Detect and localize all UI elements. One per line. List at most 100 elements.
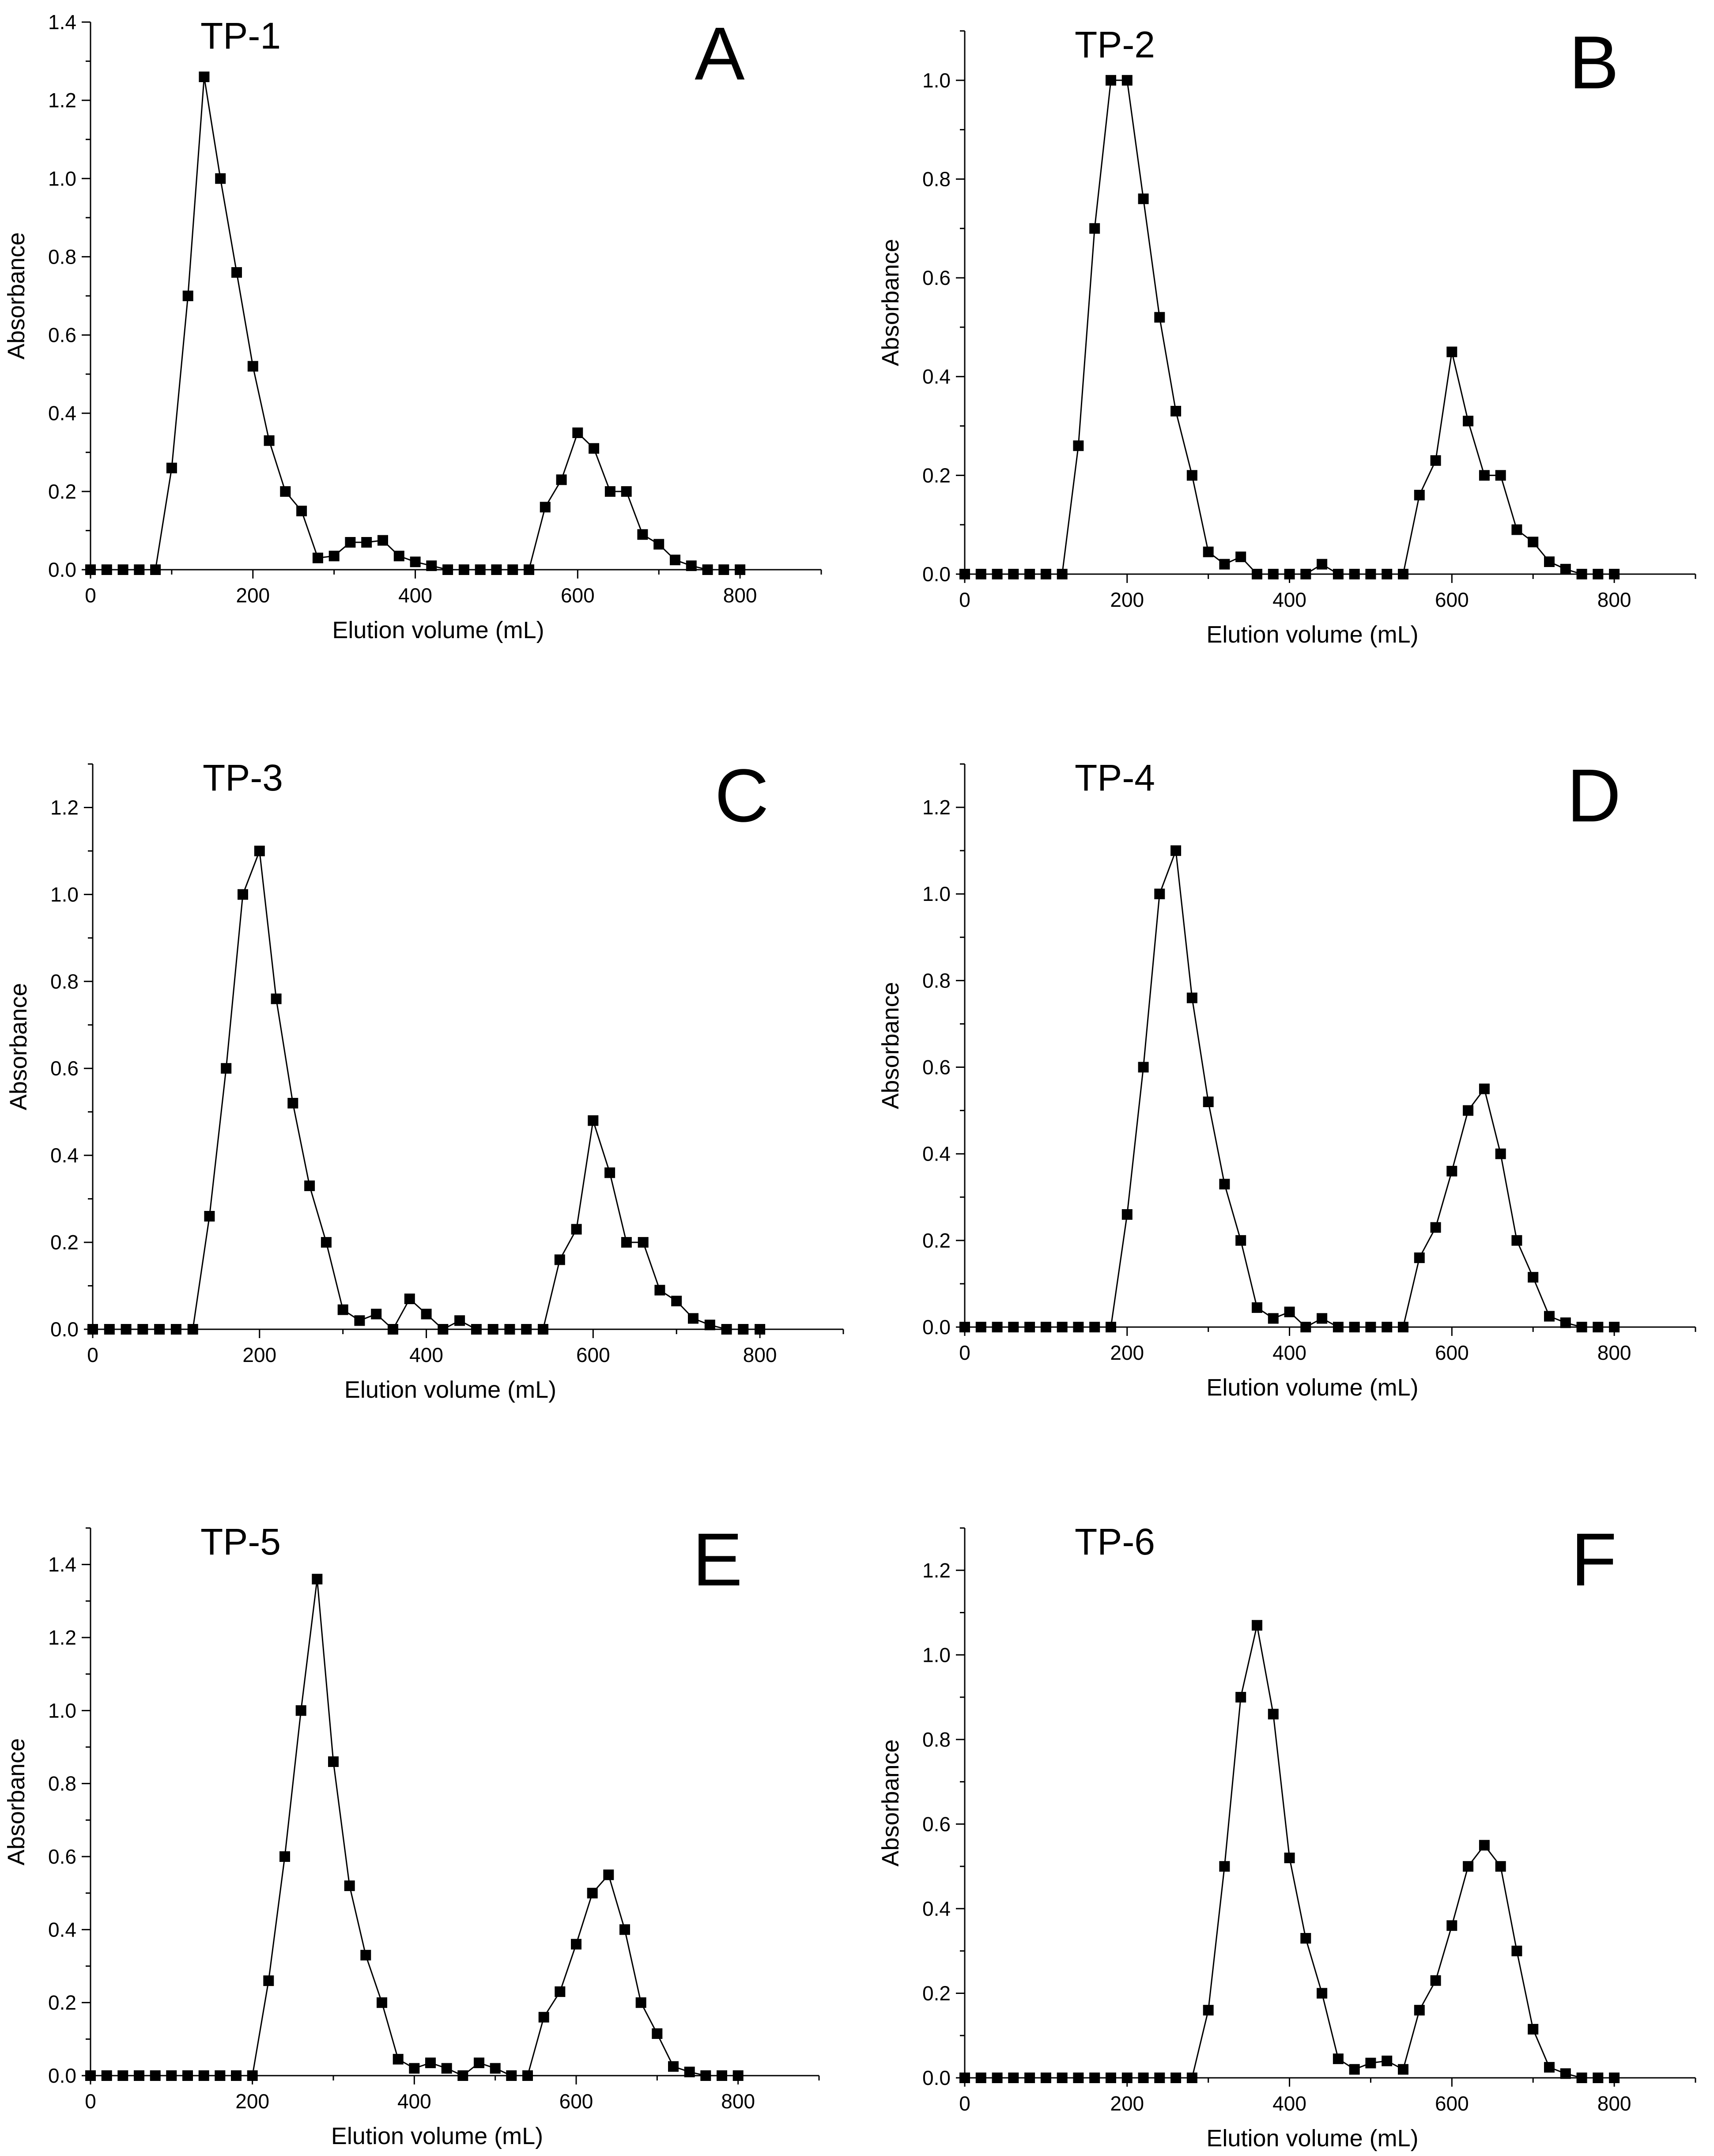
data-point [652,2028,663,2039]
data-point [321,1237,332,1248]
data-point [621,486,632,497]
data-point [1479,1083,1490,1094]
y-tick-label: 0.2 [48,1991,76,2014]
data-point [1382,2055,1393,2066]
data-point [287,1098,298,1108]
data-point [1154,2073,1165,2083]
data-point [1073,2073,1084,2083]
data-point [1365,2058,1376,2069]
data-point [1528,2024,1539,2035]
data-point [1040,569,1051,579]
data-point [671,1296,682,1306]
data-point [1186,2073,1197,2083]
x-tick-label: 200 [242,1343,276,1366]
y-tick-label: 1.0 [922,1643,951,1666]
data-point [704,1320,715,1331]
data-point [198,2070,209,2081]
x-tick-label: 200 [1110,1341,1144,1364]
panel-letter: D [1567,754,1621,838]
data-point [1317,559,1328,570]
panel-title: TP-2 [1075,24,1155,65]
data-point [1057,1322,1068,1332]
data-point [187,1324,198,1335]
data-point [117,564,128,575]
y-tick-label: 0.8 [48,1772,76,1795]
data-point [1349,1322,1360,1332]
y-axis-title: Absorbance [877,239,904,366]
data-point [247,361,258,372]
data-point [524,564,534,575]
x-tick-label: 200 [1110,588,1144,611]
x-tick-label: 400 [409,1343,443,1366]
data-point [507,564,518,575]
x-tick-label: 400 [398,584,432,607]
data-point [1333,569,1344,579]
data-point [378,535,388,546]
chart-panel-b: 0 200 400 600 800 0.0 0.2 0.4 0.6 0.8 1.0 Elution v… [877,21,1696,648]
data-point [371,1309,382,1320]
y-tick-label: 1.0 [50,883,79,906]
y-tick-label: 1.4 [48,11,76,34]
data-point [474,2058,484,2069]
data-point [521,1324,532,1335]
data-point [1138,193,1149,204]
series-line [965,1625,1615,2079]
data-point [377,1997,387,2008]
data-point [199,72,210,82]
x-axis-title: Elution volume (mL) [344,1377,556,1403]
x-axis-title: Elution volume (mL) [331,2123,543,2149]
y-tick-label: 1.0 [48,167,76,190]
data-point [1186,992,1197,1003]
data-point [238,889,248,900]
y-tick-label: 0.6 [922,266,951,289]
data-point [1268,569,1279,579]
data-point [154,1324,165,1335]
data-point [637,529,648,540]
data-point [717,2070,727,2081]
data-point [410,556,421,567]
x-tick-label: 0 [87,1343,98,1366]
data-point [1479,470,1490,481]
y-tick-label: 0.2 [922,1229,951,1252]
data-point [1382,1322,1393,1332]
data-point [1463,1861,1474,1872]
data-point [101,564,112,575]
data-point [1398,2064,1408,2075]
data-point [1040,2073,1051,2083]
data-point [1284,569,1295,579]
data-point [1121,75,1133,86]
data-point [1186,470,1197,481]
x-axis-title: Elution volume (mL) [1206,1374,1418,1401]
data-point [684,2066,695,2077]
data-point [571,1224,582,1235]
data-point [1300,1322,1311,1332]
y-tick-label: 0.2 [922,1982,951,2005]
x-tick-label: 0 [85,2090,96,2113]
data-point [1024,2073,1035,2083]
data-point [1170,2073,1182,2083]
data-point [554,1254,565,1265]
data-point [1414,2005,1425,2016]
data-point [295,1705,306,1716]
x-axis-title: Elution volume (mL) [1206,2125,1418,2152]
data-point [604,1167,615,1178]
x-tick-label: 0 [959,2092,970,2115]
data-point [1495,470,1506,481]
data-point [755,1324,766,1335]
y-tick-label: 0.6 [922,1056,951,1079]
data-point [166,462,177,473]
data-point [992,569,1003,579]
y-tick-label: 1.2 [48,1626,76,1649]
data-point [619,1924,630,1935]
x-tick-label: 200 [235,2090,269,2113]
data-point [975,1322,986,1332]
data-point [975,2073,986,2083]
data-point [1300,569,1311,579]
data-point [104,1324,115,1335]
data-point [1609,1322,1620,1332]
data-point [1138,2073,1149,2083]
data-point [1008,1322,1019,1332]
data-point [137,1324,148,1335]
data-point [134,564,145,575]
data-point [1414,1252,1425,1263]
